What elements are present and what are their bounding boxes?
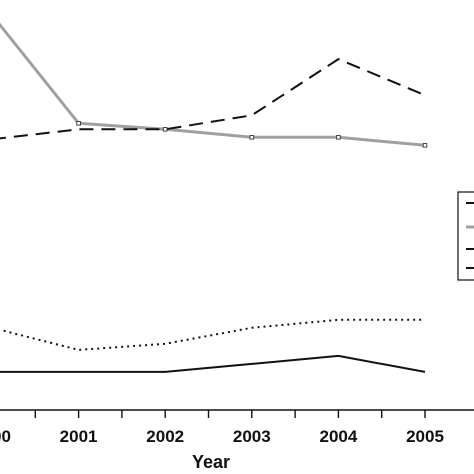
x-axis-ticks: 2000 2001 2002 2003 2004 2005 xyxy=(0,410,444,446)
series-1-marker xyxy=(422,143,428,148)
legend-box xyxy=(457,191,474,281)
series-1-line xyxy=(0,22,426,147)
series-3-line xyxy=(0,318,425,351)
series-layer xyxy=(0,22,428,373)
series-1-marker xyxy=(336,135,341,140)
series-1-marker xyxy=(162,127,168,132)
series-2-line xyxy=(0,58,426,140)
legend xyxy=(457,191,474,281)
series-4-line xyxy=(0,354,426,373)
x-tick-label: 2001 xyxy=(60,427,98,446)
series-1-marker xyxy=(249,135,255,140)
x-tick-label: 2003 xyxy=(233,427,271,446)
x-tick-label: 2002 xyxy=(146,427,184,446)
x-tick-label: 2005 xyxy=(406,427,444,446)
series-1-marker xyxy=(76,121,81,126)
x-axis-label: Year xyxy=(192,452,230,472)
x-tick-label: 2000 xyxy=(0,427,11,446)
x-tick-label: 2004 xyxy=(319,427,357,446)
